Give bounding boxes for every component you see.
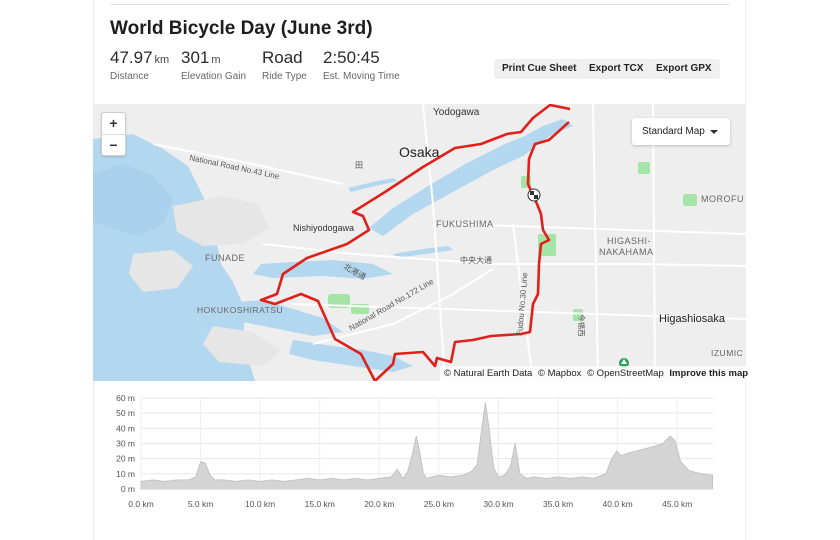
- elevation-profile[interactable]: 60 m 50 m 40 m 30 m 20 m 10 m 0 m 0.0 km 5.0 km 1…: [93, 388, 746, 518]
- map-canvas[interactable]: Yodogawa Osaka National Road No.43 Line …: [93, 104, 746, 381]
- stat-elevation: 301 m Elevation Gain: [181, 48, 246, 82]
- map-roads: [152, 104, 746, 381]
- map-label-nishiyodogawa: Nishiyodogawa: [293, 223, 354, 233]
- attribution-mapbox[interactable]: © Mapbox: [537, 368, 582, 379]
- map-label-yodogawa: Yodogawa: [433, 107, 480, 118]
- y-tick-label: 60 m: [116, 393, 135, 403]
- export-gpx-button[interactable]: Export GPX: [648, 59, 720, 79]
- elevation-area[interactable]: [140, 402, 714, 490]
- stat-elevation-value: 301: [181, 48, 210, 67]
- x-tick-label: 35.0 km: [543, 499, 573, 509]
- stat-elevation-unit: m: [211, 54, 221, 66]
- stat-ride-type-value: Road: [262, 48, 303, 67]
- map-label-funade: FUNADE: [205, 253, 245, 263]
- map-label-izumic: IZUMIC: [711, 348, 743, 358]
- zoom-in-button[interactable]: +: [109, 115, 118, 131]
- stat-moving-time: 2:50:45 Est. Moving Time: [323, 48, 400, 82]
- attribution-osm[interactable]: © OpenStreetMap: [587, 368, 664, 379]
- x-tick-label: 40.0 km: [603, 499, 633, 509]
- stat-distance-value: 47.97: [110, 48, 153, 67]
- map-attribution: © Natural Earth Data © Mapbox © OpenStre…: [440, 366, 756, 381]
- x-tick-label: 5.0 km: [188, 499, 214, 509]
- stat-distance-label: Distance: [110, 71, 149, 82]
- x-tick-label: 15.0 km: [305, 499, 335, 509]
- attribution-natural-earth[interactable]: © Natural Earth Data: [444, 368, 533, 379]
- map-label-morofu: MOROFU: [701, 194, 744, 204]
- export-tcx-button[interactable]: Export TCX: [581, 59, 652, 79]
- y-tick-label: 10 m: [116, 469, 135, 479]
- poi-marker-icon: [619, 358, 629, 368]
- map-label-higashi-nakahama-1: HIGASHI-: [607, 236, 651, 246]
- checkered-flag-icon: [527, 188, 541, 202]
- route-title: World Bicycle Day (June 3rd): [110, 18, 373, 39]
- x-tick-label: 20.0 km: [364, 499, 394, 509]
- map-label-higashi-nakahama-2: NAKAHAMA: [599, 247, 654, 257]
- map-label-den: 田: [355, 161, 363, 170]
- zoom-out-button[interactable]: −: [102, 134, 125, 155]
- stat-distance-unit: km: [154, 54, 170, 66]
- caret-down-icon: [710, 130, 718, 134]
- stat-ride-type: Road Ride Type: [262, 48, 307, 82]
- stat-elevation-label: Elevation Gain: [181, 71, 247, 82]
- x-tick-label: 30.0 km: [483, 499, 513, 509]
- stat-moving-time-label: Est. Moving Time: [323, 71, 400, 82]
- route-map[interactable]: Yodogawa Osaka National Road No.43 Line …: [93, 104, 746, 381]
- stat-ride-type-label: Ride Type: [262, 71, 307, 82]
- y-tick-label: 50 m: [116, 408, 135, 418]
- map-label-fukushima: FUKUSHIMA: [436, 219, 494, 229]
- zoom-control: + −: [101, 112, 126, 156]
- x-tick-label: 25.0 km: [424, 499, 454, 509]
- print-cue-sheet-button[interactable]: Print Cue Sheet: [494, 59, 585, 79]
- map-label-chuo: 中央大通: [460, 255, 492, 265]
- stat-distance: 47.97 km Distance: [110, 48, 169, 82]
- y-tick-label: 40 m: [116, 423, 135, 433]
- map-style-dropdown[interactable]: Standard Map: [632, 118, 730, 145]
- route-line[interactable]: [259, 104, 571, 381]
- y-tick-label: 0 m: [121, 484, 135, 494]
- y-tick-label: 20 m: [116, 454, 135, 464]
- divider: [110, 4, 730, 5]
- x-tick-label: 0.0 km: [128, 499, 154, 509]
- map-land-masses: [129, 196, 281, 366]
- y-tick-label: 30 m: [116, 439, 135, 449]
- map-label-hokukoshiratsu: HOKUKOSHIRATSU: [197, 305, 283, 315]
- x-tick-label: 45.0 km: [662, 499, 692, 509]
- map-style-label: Standard Map: [642, 126, 705, 137]
- elevation-chart[interactable]: 60 m 50 m 40 m 30 m 20 m 10 m 0 m 0.0 km 5.0 km 1…: [93, 388, 746, 518]
- map-label-imafuku: 今福西: [577, 314, 587, 337]
- map-label-higashiosaka: Higashiosaka: [659, 313, 726, 325]
- map-label-osaka: Osaka: [399, 144, 440, 160]
- x-tick-label: 10.0 km: [245, 499, 275, 509]
- improve-map-link[interactable]: Improve this map: [669, 368, 749, 379]
- stat-moving-time-value: 2:50:45: [323, 48, 380, 67]
